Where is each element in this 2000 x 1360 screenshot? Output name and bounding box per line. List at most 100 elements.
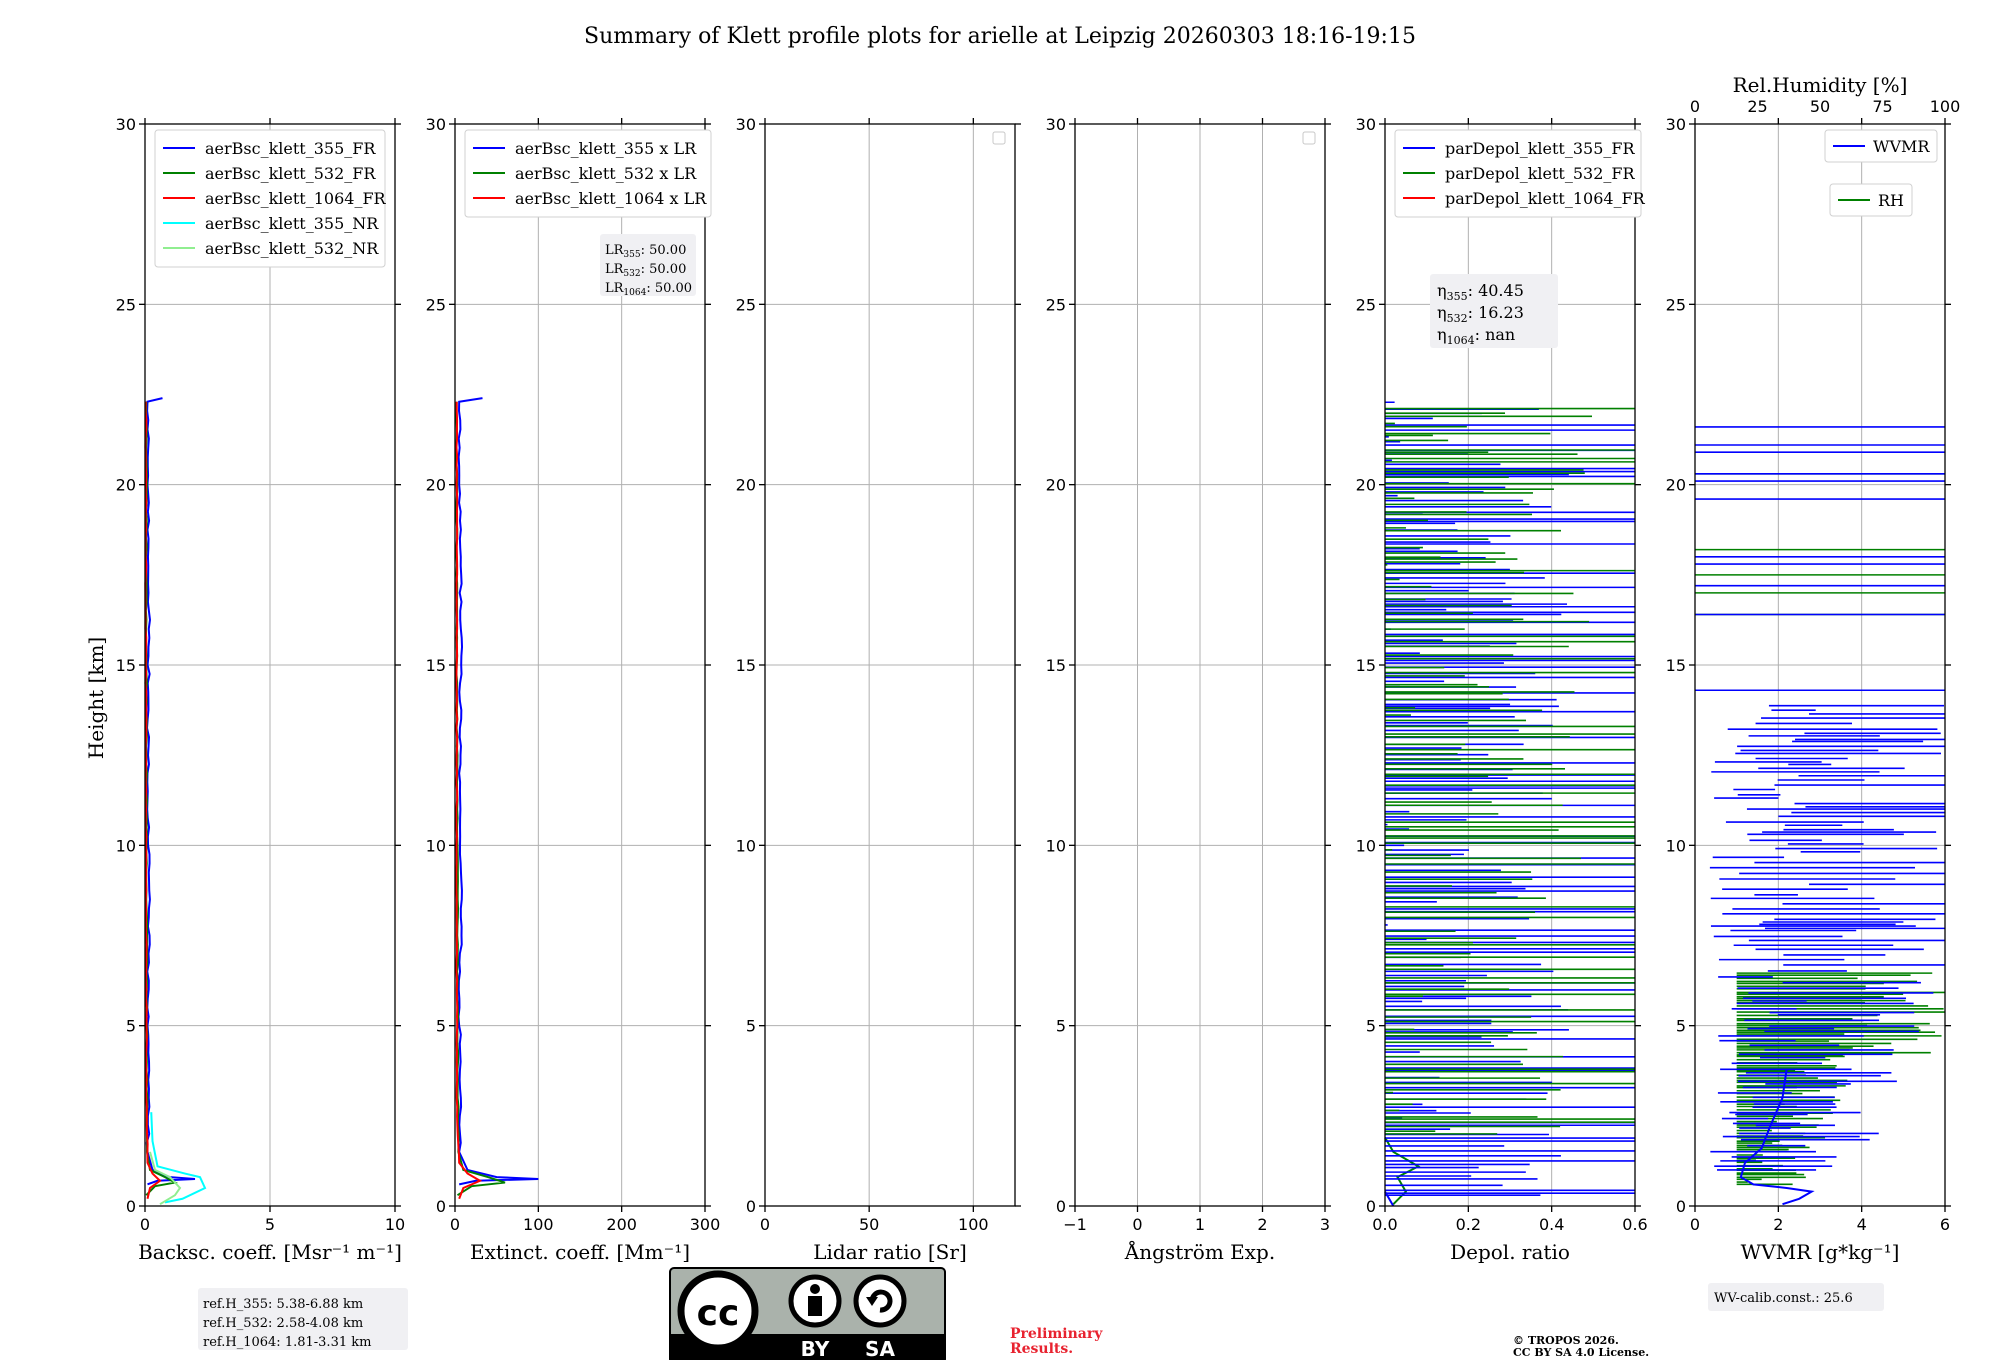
y-tick-label: 20 bbox=[116, 476, 136, 495]
y-tick-label: 25 bbox=[116, 295, 136, 314]
y-tick-label: 5 bbox=[1676, 1017, 1686, 1036]
y-tick-label: 0 bbox=[1676, 1197, 1686, 1216]
y-tick-label: 15 bbox=[426, 656, 446, 675]
legend-entry: aerBsc_klett_355 x LR bbox=[515, 139, 697, 158]
y-tick-label: 5 bbox=[436, 1017, 446, 1036]
y-tick-label: 30 bbox=[736, 115, 756, 134]
x2-axis-label: Rel.Humidity [%] bbox=[1733, 73, 1908, 97]
y-tick-label: 10 bbox=[1046, 836, 1066, 855]
panel-backscatter: 0 5 10 15 20 25 30 0 5 10 Backsc. coeff. [Msr⁻¹ m⁻… bbox=[116, 115, 406, 1264]
cc-text: cc bbox=[697, 1293, 740, 1334]
series-aerBsc_klett_532 x LR bbox=[455, 401, 506, 1197]
empty-legend-box bbox=[992, 131, 1006, 145]
x2-tick-label: 25 bbox=[1747, 97, 1767, 116]
sa-label: SA bbox=[865, 1337, 895, 1360]
legend-entry: WVMR bbox=[1873, 137, 1930, 156]
y-axis-label: Height [km] bbox=[84, 637, 108, 759]
x-tick-label: 300 bbox=[690, 1215, 721, 1234]
legend-box bbox=[1824, 129, 1938, 163]
y-tick-label: 20 bbox=[1666, 476, 1686, 495]
panel-lidar-ratio: 0 5 10 15 20 25 30 0 50 100 Lidar ratio [Sr] bbox=[736, 115, 1021, 1264]
legend-box bbox=[1394, 129, 1642, 218]
x-axis-label: Backsc. coeff. [Msr⁻¹ m⁻¹] bbox=[138, 1240, 402, 1264]
x2-tick-label: 75 bbox=[1872, 97, 1892, 116]
x-tick-label: 6 bbox=[1940, 1215, 1950, 1234]
x-tick-label: 2 bbox=[1257, 1215, 1267, 1234]
y-tick-label: 30 bbox=[1666, 115, 1686, 134]
legend-entry: aerBsc_klett_355_NR bbox=[205, 214, 379, 233]
depol-355-low-line bbox=[1384, 1191, 1395, 1207]
preliminary-line1: Preliminary bbox=[1010, 1326, 1103, 1342]
x-tick-label: 0.6 bbox=[1622, 1215, 1647, 1234]
cc-logo-icon bbox=[677, 1270, 759, 1352]
y-tick-label: 10 bbox=[426, 836, 446, 855]
x-axis-label: Ångström Exp. bbox=[1124, 1239, 1275, 1264]
series-aerBsc_klett_355_NR bbox=[150, 1112, 207, 1204]
wv-calib-note: WV-calib.const.: 25.6 bbox=[1708, 1283, 1884, 1311]
cc-license-badge: cc BY SA bbox=[669, 1267, 946, 1360]
y-tick-label: 25 bbox=[1046, 295, 1066, 314]
x-tick-label: 50 bbox=[859, 1215, 879, 1234]
legend-box bbox=[154, 129, 386, 268]
series-aerBsc_klett_532_FR bbox=[144, 401, 178, 1196]
y-tick-label: 25 bbox=[1666, 295, 1686, 314]
x-tick-label: 0 bbox=[1132, 1215, 1142, 1234]
legend-entry: aerBsc_klett_355_FR bbox=[205, 139, 376, 158]
y-tick-label: 5 bbox=[126, 1017, 136, 1036]
x-axis-label: Extinct. coeff. [Mm⁻¹] bbox=[470, 1240, 690, 1264]
y-tick-label: 30 bbox=[1356, 115, 1376, 134]
figure-title: Summary of Klett profile plots for ariel… bbox=[584, 24, 1416, 49]
lr-box bbox=[600, 234, 696, 296]
x-tick-label: 0.4 bbox=[1539, 1215, 1564, 1234]
y-tick-label: 15 bbox=[736, 656, 756, 675]
x-axis-label: Lidar ratio [Sr] bbox=[813, 1240, 967, 1264]
wv-calib-text: WV-calib.const.: 25.6 bbox=[1714, 1291, 1853, 1306]
y-tick-label: 10 bbox=[736, 836, 756, 855]
y-tick-label: 0 bbox=[436, 1197, 446, 1216]
lr-entry: LR355: 50.00 bbox=[605, 243, 686, 260]
x-tick-label: 0.0 bbox=[1372, 1215, 1397, 1234]
depol-355-line bbox=[1385, 401, 1635, 1196]
y-tick-label: 15 bbox=[1356, 656, 1376, 675]
y-tick-label: 15 bbox=[116, 656, 136, 675]
x-tick-label: 0 bbox=[450, 1215, 460, 1234]
ref-height-note: ref.H_355: 5.38-6.88 km ref.H_532: 2.58-… bbox=[198, 1288, 408, 1350]
empty-legend-box bbox=[1302, 131, 1316, 145]
legend-entry: RH bbox=[1878, 191, 1904, 210]
depol-532-low-line bbox=[1384, 1136, 1421, 1205]
series-aerBsc_klett_355_FR bbox=[145, 397, 196, 1186]
series-aerBsc_klett_355 x LR bbox=[457, 397, 539, 1186]
y-tick-label: 30 bbox=[426, 115, 446, 134]
y-tick-label: 15 bbox=[1666, 656, 1686, 675]
ref-height-355: ref.H_355: 5.38-6.88 km bbox=[203, 1297, 363, 1312]
depol-532-line bbox=[1385, 407, 1635, 1135]
legend-box bbox=[464, 129, 712, 218]
wvmr-line bbox=[1695, 426, 1945, 1171]
copyright-line1: © TROPOS 2026. bbox=[1513, 1334, 1619, 1347]
lr-entry: LR532: 50.00 bbox=[605, 262, 686, 279]
y-tick-label: 10 bbox=[1356, 836, 1376, 855]
x-axis-label: WVMR [g*kg⁻¹] bbox=[1741, 1240, 1900, 1264]
copyright-line2: CC BY SA 4.0 License. bbox=[1513, 1346, 1649, 1359]
x-tick-label: 0 bbox=[1690, 1215, 1700, 1234]
y-tick-label: 25 bbox=[1356, 295, 1376, 314]
x2-tick-label: 0 bbox=[1690, 97, 1700, 116]
x-tick-label: 4 bbox=[1857, 1215, 1867, 1234]
x-tick-label: 1 bbox=[1195, 1215, 1205, 1234]
x-axis-label: Depol. ratio bbox=[1450, 1240, 1570, 1264]
y-tick-label: 0 bbox=[126, 1197, 136, 1216]
x2-tick-label: 100 bbox=[1930, 97, 1961, 116]
y-tick-label: 0 bbox=[1056, 1197, 1066, 1216]
y-tick-label: 20 bbox=[736, 476, 756, 495]
y-tick-label: 25 bbox=[426, 295, 446, 314]
legend-entry: aerBsc_klett_1064 x LR bbox=[515, 189, 707, 208]
y-tick-label: 0 bbox=[1366, 1197, 1376, 1216]
x-tick-label: 10 bbox=[385, 1215, 405, 1234]
x-tick-label: 100 bbox=[958, 1215, 989, 1234]
legend-entry: parDepol_klett_355_FR bbox=[1445, 139, 1636, 158]
x-tick-label: 3 bbox=[1320, 1215, 1330, 1234]
x-tick-label: 0 bbox=[760, 1215, 770, 1234]
